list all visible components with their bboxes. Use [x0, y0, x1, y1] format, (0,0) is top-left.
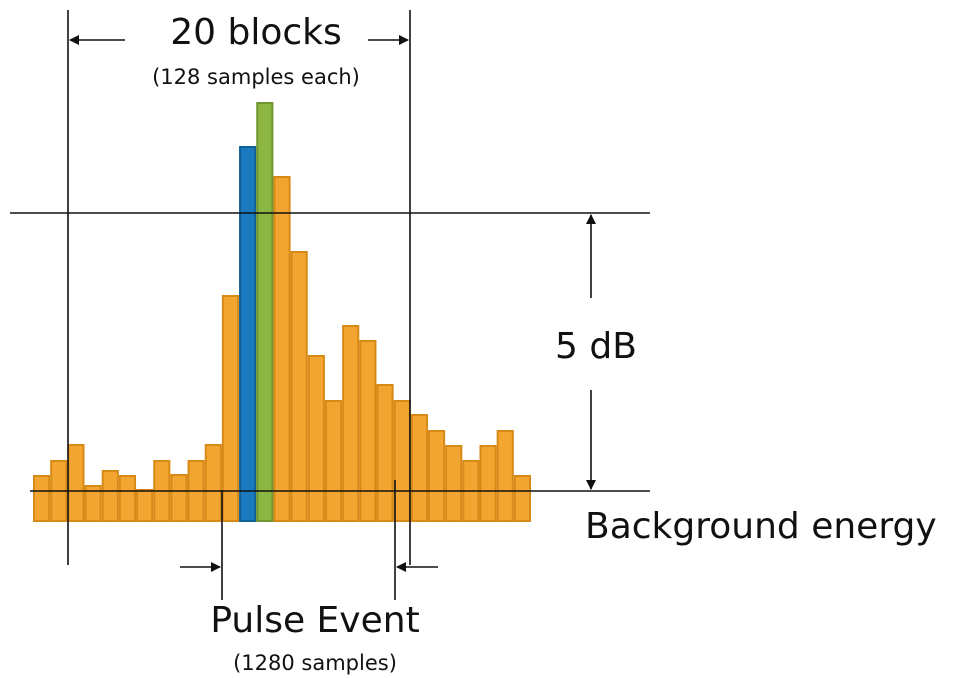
block-bar [324, 400, 343, 522]
block-bar [67, 444, 85, 522]
block-bar [393, 400, 411, 522]
block-bar [445, 445, 463, 522]
block-bar [170, 474, 188, 522]
block-bar [342, 325, 360, 522]
block-bar [307, 355, 325, 522]
block-bar [33, 475, 51, 522]
blocks-subtitle: (128 samples each) [152, 65, 360, 89]
baseline-label: Background energy [585, 506, 937, 547]
block-bar [479, 445, 497, 522]
block-bar [101, 470, 119, 522]
block-bar [513, 475, 531, 522]
block-bar [427, 430, 446, 522]
block-bar [290, 251, 308, 522]
block-bar [136, 489, 154, 522]
block-bar [239, 146, 257, 522]
threshold-label: 5 dB [555, 326, 637, 367]
bars [33, 102, 531, 522]
pulse-subtitle: (1280 samples) [233, 651, 397, 675]
block-bar [84, 485, 102, 522]
block-bar [376, 384, 394, 522]
block-bar [496, 430, 514, 522]
block-bar [204, 444, 222, 522]
guides [10, 10, 650, 600]
block-bar [221, 295, 240, 522]
blocks-title: 20 blocks [170, 12, 342, 53]
block-bar [410, 414, 428, 522]
pulse-title: Pulse Event [210, 600, 419, 641]
block-bar [359, 340, 377, 522]
block-bar [256, 102, 274, 522]
block-bar [273, 176, 291, 522]
block-bar [118, 475, 137, 522]
